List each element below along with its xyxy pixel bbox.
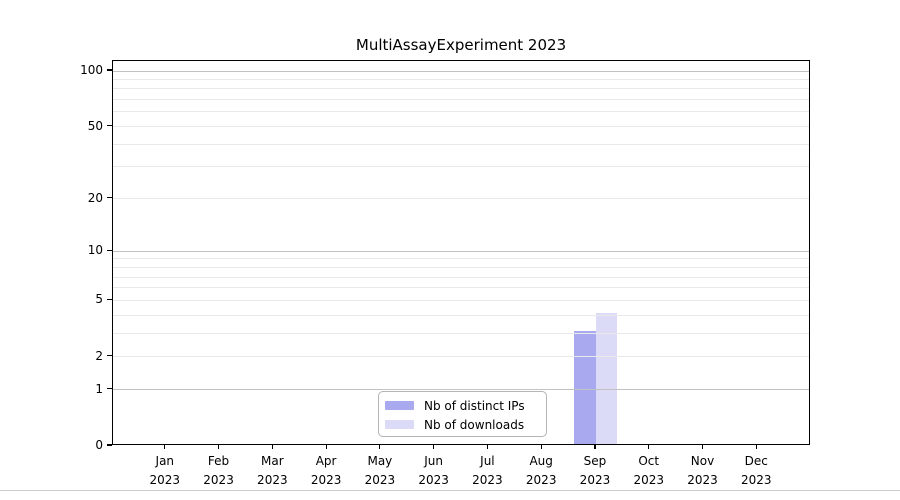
y-axis-tick <box>107 444 112 446</box>
minor-gridline <box>113 266 809 268</box>
x-tick-month: Feb <box>207 454 230 468</box>
minor-gridline <box>113 198 809 200</box>
x-tick-month: May <box>367 454 393 468</box>
x-tick-month: Dec <box>744 454 768 468</box>
x-tick-year: 2023 <box>687 473 718 487</box>
y-axis-tick <box>107 69 112 71</box>
x-tick-label: Feb 2023 <box>203 452 234 490</box>
minor-gridline <box>113 88 809 90</box>
x-axis-tick <box>433 445 435 449</box>
x-tick-year: 2023 <box>525 473 557 487</box>
x-tick-year: 2023 <box>149 473 181 487</box>
x-tick-year: 2023 <box>633 473 664 487</box>
x-tick-month: Sep <box>583 454 607 468</box>
x-axis-tick <box>540 445 542 449</box>
x-tick-month: Jul <box>480 454 495 468</box>
legend-item: Nb of distinct IPs <box>379 396 546 415</box>
y-axis-tick <box>107 249 112 251</box>
x-tick-label: Oct 2023 <box>633 452 664 490</box>
x-tick-label: Jan 2023 <box>150 452 181 490</box>
x-tick-year: 2023 <box>257 473 288 487</box>
x-tick-month: Mar <box>261 454 284 468</box>
y-axis-tick <box>107 355 112 357</box>
x-tick-month: Jan <box>155 454 175 468</box>
minor-gridline <box>113 111 809 113</box>
y-tick-label: 10 <box>87 243 103 258</box>
minor-gridline <box>113 258 809 260</box>
x-tick-label: Aug 2023 <box>526 452 557 490</box>
y-axis-tick <box>107 124 112 127</box>
chart-title: MultiAssayExperiment 2023 <box>355 36 567 54</box>
y-axis-tick <box>107 388 112 390</box>
y-tick-label: 50 <box>87 118 103 133</box>
y-tick-label: 1 <box>95 381 103 396</box>
x-tick-month: Jun <box>424 454 444 468</box>
y-axis-tick <box>107 298 112 300</box>
x-tick-label: Apr 2023 <box>311 452 342 490</box>
x-axis-tick <box>594 445 596 449</box>
minor-gridline <box>113 299 809 301</box>
y-tick-label: 20 <box>87 190 103 205</box>
x-tick-year: 2023 <box>472 473 503 487</box>
minor-gridline <box>113 99 809 101</box>
x-axis-tick <box>701 445 704 449</box>
legend-item-label: Nb of downloads <box>424 417 525 432</box>
x-tick-year: 2023 <box>203 473 234 487</box>
x-axis-tick <box>648 445 650 449</box>
x-tick-label: Jun 2023 <box>418 452 449 490</box>
minor-gridline <box>113 287 809 289</box>
x-axis-tick <box>325 445 327 449</box>
minor-gridline <box>113 356 809 358</box>
minor-gridline <box>113 166 809 168</box>
x-tick-year: 2023 <box>364 473 396 487</box>
legend: Nb of distinct IPs Nb of downloads <box>378 391 547 437</box>
bottom-divider <box>0 490 900 491</box>
minor-gridline <box>113 332 809 334</box>
bar-downloads <box>595 313 618 444</box>
minor-gridline <box>113 276 809 278</box>
x-tick-month: Aug <box>529 454 553 468</box>
x-tick-label: Sep 2023 <box>580 452 611 490</box>
y-tick-label: 0 <box>95 438 103 452</box>
plot-area <box>112 60 810 445</box>
y-tick-label: 2 <box>95 348 103 363</box>
x-tick-year: 2023 <box>418 473 449 487</box>
minor-gridline <box>113 143 809 145</box>
y-axis-tick <box>107 197 112 199</box>
x-axis-tick <box>271 445 273 449</box>
legend-item: Nb of downloads <box>379 415 546 434</box>
minor-gridline <box>113 314 809 316</box>
bar-distinct-ips <box>574 331 596 444</box>
x-tick-label: Nov 2023 <box>687 452 718 490</box>
x-tick-month: Nov <box>690 454 715 468</box>
x-tick-year: 2023 <box>579 473 611 487</box>
legend-swatch <box>385 419 414 430</box>
major-gridline <box>113 250 809 252</box>
y-tick-label: 5 <box>95 292 103 307</box>
legend-swatch <box>385 400 414 411</box>
x-tick-label: Jul 2023 <box>472 452 503 490</box>
x-axis-tick <box>755 445 757 449</box>
x-tick-month: Oct <box>638 454 660 468</box>
x-tick-year: 2023 <box>310 473 342 487</box>
x-axis-tick <box>379 445 381 449</box>
x-axis-tick <box>217 445 220 449</box>
x-tick-year: 2023 <box>740 473 772 487</box>
major-gridline <box>113 70 809 72</box>
minor-gridline <box>113 126 809 128</box>
major-gridline <box>113 389 809 391</box>
x-tick-label: Dec 2023 <box>741 452 772 490</box>
y-tick-label: 100 <box>80 63 103 77</box>
legend-item-label: Nb of distinct IPs <box>424 398 525 413</box>
x-tick-label: May 2023 <box>365 452 396 490</box>
x-axis-tick <box>164 445 166 449</box>
minor-gridline <box>113 78 809 80</box>
x-axis-tick <box>486 445 488 449</box>
x-tick-label: Mar 2023 <box>257 452 288 490</box>
x-tick-month: Apr <box>315 454 337 468</box>
